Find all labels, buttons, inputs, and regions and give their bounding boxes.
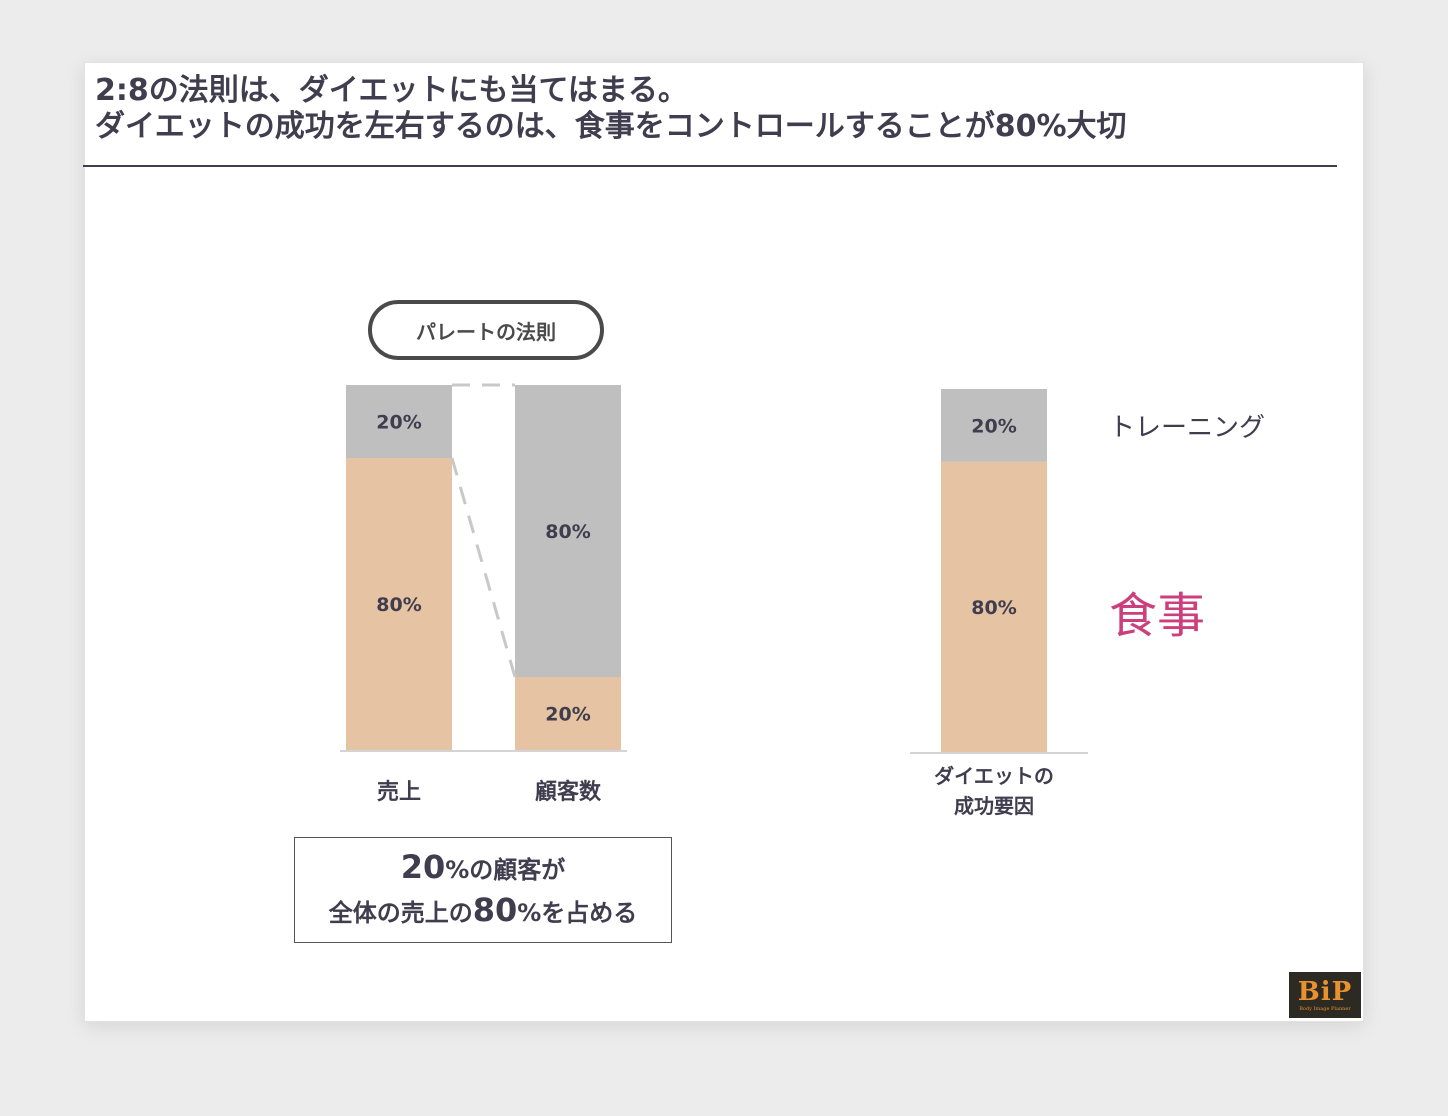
pareto-pill-label: パレートの法則 [416, 319, 556, 344]
pareto-category-label: 売上 [377, 779, 421, 805]
note-line-2-pre: 全体の売上の [328, 899, 473, 927]
logo-subtitle: Body Image Planner [1299, 1005, 1351, 1012]
title-line-2: ダイエットの成功を左右するのは、食事をコントロールすることが80%大切 [95, 109, 1127, 144]
pareto-bar-segment [346, 458, 452, 750]
note-line-1: 20%の顧客が [401, 847, 566, 890]
diet-bar-segment [941, 461, 1047, 752]
pareto-pill: パレートの法則 [368, 300, 604, 360]
legend-training: トレーニング [1109, 413, 1266, 443]
legend-food: 食事 [1109, 588, 1206, 644]
pareto-bar-segment [515, 385, 621, 677]
pareto-bar-value-label: 20% [545, 704, 590, 726]
diet-category-label: ダイエットの [934, 764, 1054, 788]
title-line-1: 2:8の法則は、ダイエットにも当てはまる。 [95, 73, 688, 108]
bip-logo: BiP Body Image Planner [1289, 972, 1361, 1018]
note-line-1-text: %の顧客が [445, 856, 566, 884]
note-num-20: 20 [400, 848, 446, 886]
pareto-bar-segment [346, 385, 452, 458]
diet-bar-value-label: 20% [971, 415, 1016, 437]
pareto-bar-segment [515, 677, 621, 750]
slide-title: 2:8の法則は、ダイエットにも当てはまる。 ダイエットの成功を左右するのは、食事… [95, 73, 1335, 145]
note-num-80: 80 [472, 891, 518, 929]
diet-category-label: 成功要因 [954, 794, 1034, 818]
pareto-note-box: 20%の顧客が 全体の売上の80%を占める [294, 837, 672, 943]
pareto-bar-value-label: 80% [376, 594, 421, 616]
pareto-category-label: 顧客数 [535, 779, 602, 805]
pareto-bar-value-label: 20% [376, 412, 421, 434]
note-line-2: 全体の売上の80%を占める [329, 890, 638, 933]
diet-bar-value-label: 80% [971, 597, 1016, 619]
pareto-bar-value-label: 80% [545, 521, 590, 543]
diet-bar-segment [941, 389, 1047, 462]
logo-mark: BiP [1297, 976, 1353, 1007]
note-line-2-text: %を占める [517, 899, 638, 927]
slide: 2:8の法則は、ダイエットにも当てはまる。 ダイエットの成功を左右するのは、食事… [83, 62, 1364, 1022]
pareto-connector-diagonal [450, 457, 517, 678]
title-divider [83, 165, 1337, 167]
